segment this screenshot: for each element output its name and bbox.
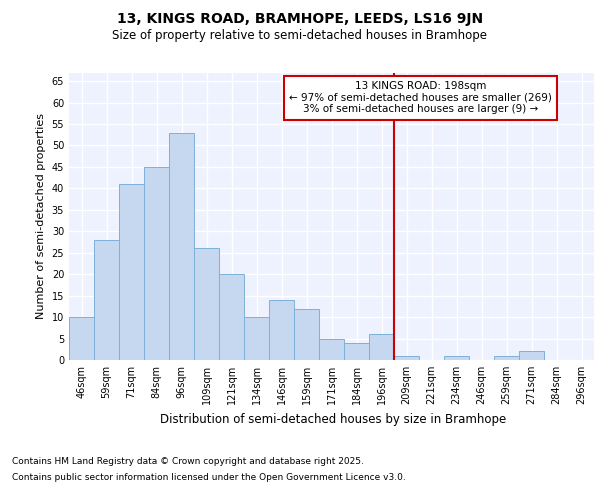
Text: 13, KINGS ROAD, BRAMHOPE, LEEDS, LS16 9JN: 13, KINGS ROAD, BRAMHOPE, LEEDS, LS16 9J…: [117, 12, 483, 26]
Bar: [344, 343, 369, 360]
Bar: [269, 300, 294, 360]
Bar: [119, 184, 144, 360]
Bar: [519, 352, 544, 360]
Bar: [319, 338, 344, 360]
Text: Contains public sector information licensed under the Open Government Licence v3: Contains public sector information licen…: [12, 472, 406, 482]
Bar: [94, 240, 119, 360]
Bar: [69, 317, 94, 360]
Bar: [394, 356, 419, 360]
Bar: [219, 274, 244, 360]
Text: Distribution of semi-detached houses by size in Bramhope: Distribution of semi-detached houses by …: [160, 412, 506, 426]
Bar: [169, 132, 194, 360]
Bar: [244, 317, 269, 360]
Bar: [444, 356, 469, 360]
Bar: [294, 308, 319, 360]
Text: Size of property relative to semi-detached houses in Bramhope: Size of property relative to semi-detach…: [113, 29, 487, 42]
Bar: [494, 356, 519, 360]
Text: 13 KINGS ROAD: 198sqm
← 97% of semi-detached houses are smaller (269)
3% of semi: 13 KINGS ROAD: 198sqm ← 97% of semi-deta…: [289, 81, 552, 114]
Text: Contains HM Land Registry data © Crown copyright and database right 2025.: Contains HM Land Registry data © Crown c…: [12, 458, 364, 466]
Y-axis label: Number of semi-detached properties: Number of semi-detached properties: [36, 114, 46, 320]
Bar: [369, 334, 394, 360]
Bar: [194, 248, 219, 360]
Bar: [144, 167, 169, 360]
